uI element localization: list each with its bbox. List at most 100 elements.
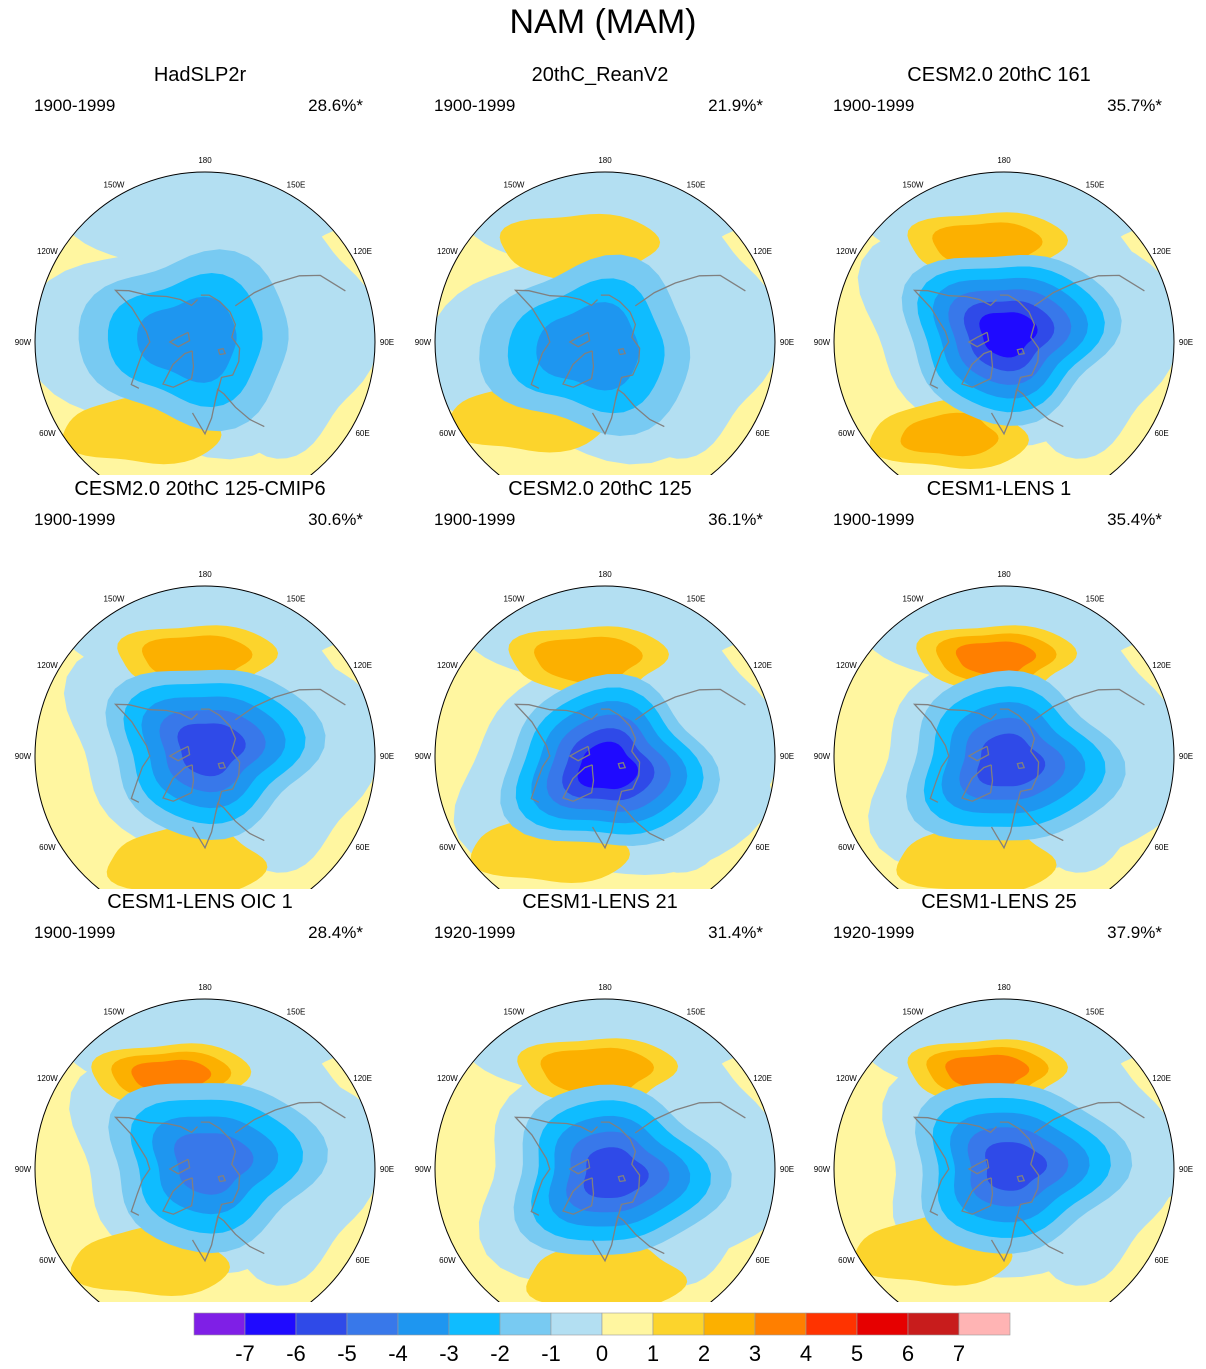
negative-contour <box>977 733 1046 787</box>
polar-map: 180150E120E90E60E30E030W60W90W120W150W <box>15 983 394 1302</box>
anomaly-field <box>35 999 375 1302</box>
panel-title: 20thC_ReanV2 <box>531 64 669 86</box>
colorbar-swatch <box>856 1312 909 1336</box>
longitude-label: 60E <box>1154 843 1168 852</box>
longitude-label: 120E <box>1152 661 1171 670</box>
longitude-label: 60E <box>355 1256 369 1265</box>
longitude-label: 90E <box>1179 1165 1193 1174</box>
colorbar-tick-label: -4 <box>388 1341 408 1366</box>
longitude-label: 90W <box>814 1165 831 1174</box>
longitude-label: 90W <box>814 752 831 761</box>
colorbar-swatch <box>295 1312 348 1336</box>
map-panel: CESM1-LENS 1 1900-1999 35.4%* 180 150E 120E 90… <box>799 476 1199 889</box>
positive-contour <box>896 823 1057 889</box>
longitude-label: 180 <box>997 156 1011 165</box>
longitude-label: 90E <box>780 752 794 761</box>
colorbar-tick-label: 4 <box>800 1341 812 1366</box>
map-boundary <box>34 998 376 1302</box>
longitude-label: 60W <box>838 843 855 852</box>
longitude-label: 90E <box>380 752 394 761</box>
panel-period: 1920-1999 <box>833 923 915 942</box>
colorbar-swatch <box>703 1312 756 1336</box>
longitude-label: 120E <box>1152 1074 1171 1083</box>
panel-period: 1920-1999 <box>434 923 516 942</box>
longitude-label: 150W <box>903 1007 924 1016</box>
longitude-label: 180 <box>997 570 1011 579</box>
longitude-label: 120E <box>353 247 372 256</box>
colorbar-swatch <box>499 1312 552 1336</box>
longitude-label: 150E <box>287 180 306 189</box>
longitude-label: 120W <box>37 247 58 256</box>
negative-contour <box>177 723 246 777</box>
longitude-label: 120W <box>836 247 857 256</box>
colorbar-tick-label: 2 <box>698 1341 710 1366</box>
polar-map: 180150E120E90E60E30E030W60W90W120W150W <box>814 983 1193 1302</box>
polar-map: 180150E120E90E60E30E030W60W90W120W150W <box>415 570 794 889</box>
coastlines <box>912 1101 1145 1263</box>
coastlines <box>513 688 746 850</box>
longitude-label: 60W <box>439 429 456 438</box>
longitude-label: 150W <box>903 180 924 189</box>
colorbar-tick-label: -2 <box>490 1341 510 1366</box>
negative-contour <box>137 296 237 383</box>
longitude-label: 150E <box>1086 594 1105 603</box>
longitude-label: 60E <box>755 1256 769 1265</box>
longitude-label: 150E <box>687 1007 706 1016</box>
longitude-label: 60E <box>755 429 769 438</box>
longitude-label: 150W <box>104 1007 125 1016</box>
longitude-label: 90E <box>1179 338 1193 347</box>
panel-variance-percent: 30.6%* <box>308 510 363 529</box>
longitude-label: 60E <box>355 843 369 852</box>
longitude-label: 90E <box>780 338 794 347</box>
panel-variance-percent: 35.4%* <box>1107 510 1162 529</box>
longitude-label: 90W <box>415 1165 432 1174</box>
map-boundary <box>434 171 776 475</box>
panel-title: HadSLP2r <box>153 64 247 86</box>
longitude-label: 60W <box>838 429 855 438</box>
positive-contour <box>526 1240 688 1302</box>
colorbar-tick-label: -1 <box>541 1341 561 1366</box>
longitude-label: 180 <box>598 570 612 579</box>
coastlines <box>113 688 346 850</box>
longitude-label: 90E <box>380 1165 394 1174</box>
longitude-label: 120E <box>753 1074 772 1083</box>
colorbar-swatch <box>754 1312 807 1336</box>
map-panel: CESM2.0 20thC 125 1900-1999 36.1%* 180 150E 1… <box>400 476 800 889</box>
longitude-label: 90E <box>780 1165 794 1174</box>
longitude-label: 120W <box>836 1074 857 1083</box>
longitude-label: 120E <box>353 661 372 670</box>
longitude-label: 60E <box>355 429 369 438</box>
map-boundary <box>434 585 776 889</box>
colorbar-swatch <box>907 1312 960 1336</box>
longitude-label: 150W <box>504 1007 525 1016</box>
positive-contour <box>900 412 999 457</box>
negative-contour <box>985 1142 1048 1191</box>
panel-period: 1900-1999 <box>833 510 915 529</box>
longitude-label: 60W <box>39 1256 56 1265</box>
longitude-label: 90E <box>1179 752 1193 761</box>
colorbar-tick-label: -7 <box>235 1341 255 1366</box>
longitude-label: 180 <box>997 983 1011 992</box>
longitude-label: 60E <box>1154 1256 1168 1265</box>
colorbar-swatch <box>193 1312 246 1336</box>
map-panel: HadSLP2r 1900-1999 28.6%* 180 150E 120E 90E 60E… <box>0 62 400 475</box>
panel-variance-percent: 28.6%* <box>308 96 363 115</box>
longitude-label: 120W <box>836 661 857 670</box>
longitude-label: 150E <box>1086 1007 1105 1016</box>
longitude-label: 150E <box>287 594 306 603</box>
polar-map: 180150E120E90E60E30E030W60W90W120W150W <box>415 156 794 475</box>
colorbar-tick-label: -6 <box>286 1341 306 1366</box>
longitude-label: 150W <box>104 180 125 189</box>
panel-title: CESM1-LENS 25 <box>921 891 1077 913</box>
longitude-label: 150W <box>504 594 525 603</box>
longitude-label: 90W <box>15 338 32 347</box>
panel-period: 1900-1999 <box>34 923 116 942</box>
anomaly-field <box>834 172 1174 475</box>
anomaly-field <box>435 999 775 1302</box>
longitude-label: 90E <box>380 338 394 347</box>
figure-title: NAM (MAM) <box>509 3 697 41</box>
coastlines <box>513 274 746 436</box>
positive-contour <box>955 641 1037 677</box>
longitude-label: 120E <box>1152 247 1171 256</box>
anomaly-field <box>834 586 1174 889</box>
